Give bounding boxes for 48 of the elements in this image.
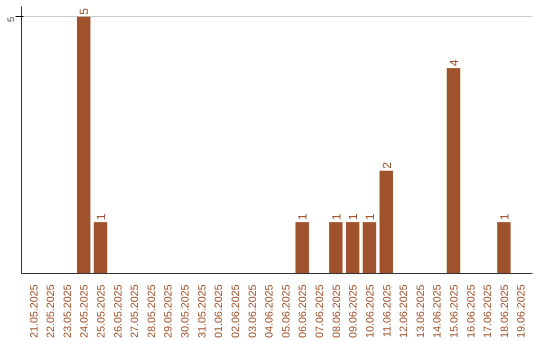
data-label: 1 bbox=[362, 213, 377, 220]
bar bbox=[497, 222, 511, 274]
x-tick-label: 29.05.2025 bbox=[162, 284, 175, 338]
x-tick-label: 31.05.2025 bbox=[196, 284, 208, 338]
x-tick-label: 05.06.2025 bbox=[280, 284, 292, 338]
bar bbox=[446, 68, 460, 274]
x-tick-label: 12.06.2025 bbox=[398, 284, 410, 338]
x-tick-label: 21.05.2025 bbox=[28, 284, 40, 338]
x-tick-label: 08.06.2025 bbox=[330, 284, 343, 338]
bar bbox=[76, 16, 90, 274]
data-label: 1 bbox=[346, 213, 360, 220]
bar bbox=[329, 222, 343, 274]
x-tick-label: 10.06.2025 bbox=[364, 284, 376, 338]
x-tick-label: 06.06.2025 bbox=[297, 284, 310, 338]
x-tick-label: 22.05.2025 bbox=[45, 284, 58, 338]
x-tick-label: 26.05.2025 bbox=[112, 284, 124, 338]
bar bbox=[380, 170, 393, 274]
data-label: 5 bbox=[77, 8, 92, 15]
x-tick-label: 01.06.2025 bbox=[213, 284, 226, 338]
x-tick-label: 30.05.2025 bbox=[180, 284, 192, 338]
data-label: 1 bbox=[497, 213, 512, 220]
x-tick-label: 25.05.2025 bbox=[96, 284, 108, 338]
x-tick-label: 02.06.2025 bbox=[230, 284, 242, 338]
bar bbox=[94, 222, 108, 274]
x-tick-label: 13.06.2025 bbox=[414, 284, 427, 338]
data-label: 1 bbox=[329, 213, 344, 220]
bar bbox=[346, 222, 360, 274]
x-tick-label: 03.06.2025 bbox=[246, 284, 259, 338]
data-label: 4 bbox=[446, 59, 461, 66]
x-tick-label: 23.05.2025 bbox=[62, 284, 74, 338]
x-tick-label: 07.06.2025 bbox=[314, 284, 326, 338]
x-tick-label: 09.06.2025 bbox=[348, 284, 360, 338]
x-tick-label: 27.05.2025 bbox=[129, 284, 142, 338]
x-tick-label: 28.05.2025 bbox=[146, 284, 158, 338]
x-tick-label: 14.06.2025 bbox=[432, 284, 444, 338]
bar bbox=[295, 222, 309, 274]
x-tick-label: 19.06.2025 bbox=[516, 284, 528, 338]
x-tick-label: 17.06.2025 bbox=[482, 284, 494, 338]
data-label: 1 bbox=[296, 213, 310, 220]
x-tick-label: 24.05.2025 bbox=[78, 284, 91, 338]
x-tick-label: 15.06.2025 bbox=[448, 284, 460, 338]
data-label: 2 bbox=[380, 162, 394, 169]
x-tick-label: 16.06.2025 bbox=[465, 284, 478, 338]
x-tick-label: 11.06.2025 bbox=[381, 284, 394, 338]
data-label: 1 bbox=[94, 213, 108, 220]
x-tick-label: 18.06.2025 bbox=[498, 284, 511, 338]
x-tick-label: 04.06.2025 bbox=[264, 284, 276, 338]
bar bbox=[362, 222, 376, 274]
